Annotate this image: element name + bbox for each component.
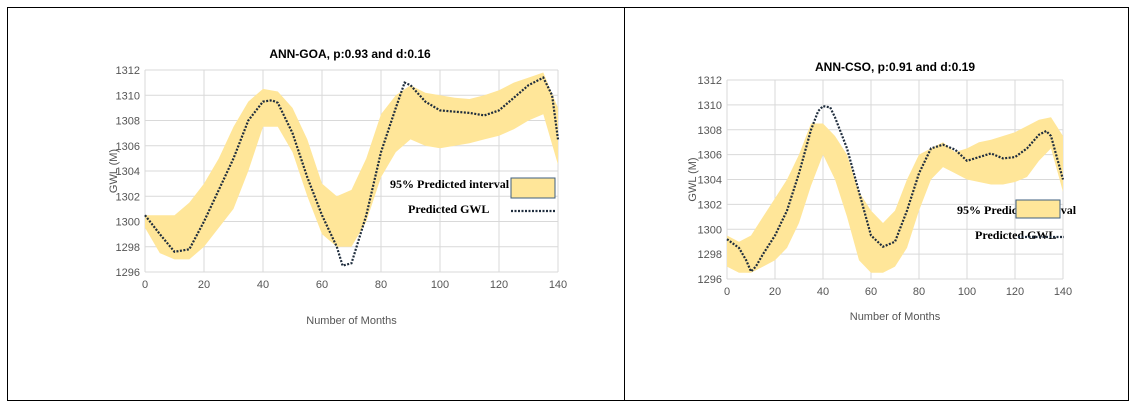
- y-axis-label: GWL (M): [687, 157, 699, 201]
- predicted-gwl-line: [726, 104, 1065, 274]
- y-tick-label: 1296: [116, 267, 140, 279]
- x-tick-label: 20: [769, 286, 781, 298]
- x-tick-label: 140: [549, 279, 567, 291]
- x-tick-label: 100: [958, 286, 976, 298]
- x-tick-label: 0: [142, 279, 148, 291]
- legend-label-predicted: Predicted GWL: [408, 202, 489, 216]
- x-tick-label: 80: [913, 286, 925, 298]
- x-tick-label: 20: [198, 279, 210, 291]
- y-tick-label: 1308: [116, 116, 140, 128]
- y-tick-label: 1306: [698, 150, 722, 162]
- y-tick-label: 1312: [698, 75, 722, 87]
- y-tick-label: 1302: [116, 191, 140, 203]
- chart-title: ANN-GOA, p:0.93 and d:0.16: [269, 47, 431, 61]
- prediction-interval-band: [727, 117, 1063, 273]
- legend-label-interval: 95% Predicted interval: [390, 177, 510, 191]
- x-tick-label: 80: [375, 279, 387, 291]
- legend-swatch-interval: [510, 177, 556, 199]
- x-tick-label: 60: [865, 286, 877, 298]
- y-tick-label: 1300: [698, 224, 722, 236]
- x-tick-label: 140: [1054, 286, 1072, 298]
- y-tick-label: 1306: [116, 141, 140, 153]
- y-tick-label: 1310: [698, 100, 722, 112]
- y-tick-label: 1298: [698, 249, 722, 261]
- x-axis-label: Number of Months: [306, 315, 397, 327]
- x-tick-label: 40: [257, 279, 269, 291]
- y-tick-label: 1304: [698, 175, 722, 187]
- legend-swatch-interval: [1015, 199, 1061, 219]
- y-tick-label: 1308: [698, 125, 722, 137]
- x-tick-label: 100: [431, 279, 449, 291]
- x-tick-label: 40: [817, 286, 829, 298]
- y-tick-label: 1304: [116, 166, 140, 178]
- y-tick-label: 1312: [116, 65, 140, 77]
- y-axis-label: GWL (M): [108, 149, 120, 193]
- legend-label-predicted: Predicted GWL: [975, 228, 1056, 242]
- figure-frame: [7, 7, 1129, 401]
- y-tick-label: 1298: [116, 242, 140, 254]
- x-tick-label: 120: [1006, 286, 1024, 298]
- y-tick-label: 1300: [116, 217, 140, 229]
- x-tick-label: 120: [490, 279, 508, 291]
- predicted-gwl-line: [144, 76, 560, 268]
- x-tick-label: 60: [316, 279, 328, 291]
- y-tick-label: 1310: [116, 90, 140, 102]
- panel-divider: [624, 7, 625, 401]
- y-tick-label: 1302: [698, 199, 722, 211]
- y-tick-label: 1296: [698, 274, 722, 286]
- chart-title: ANN-CSO, p:0.91 and d:0.19: [815, 60, 975, 74]
- x-axis-label: Number of Months: [850, 311, 941, 323]
- x-tick-label: 0: [724, 286, 730, 298]
